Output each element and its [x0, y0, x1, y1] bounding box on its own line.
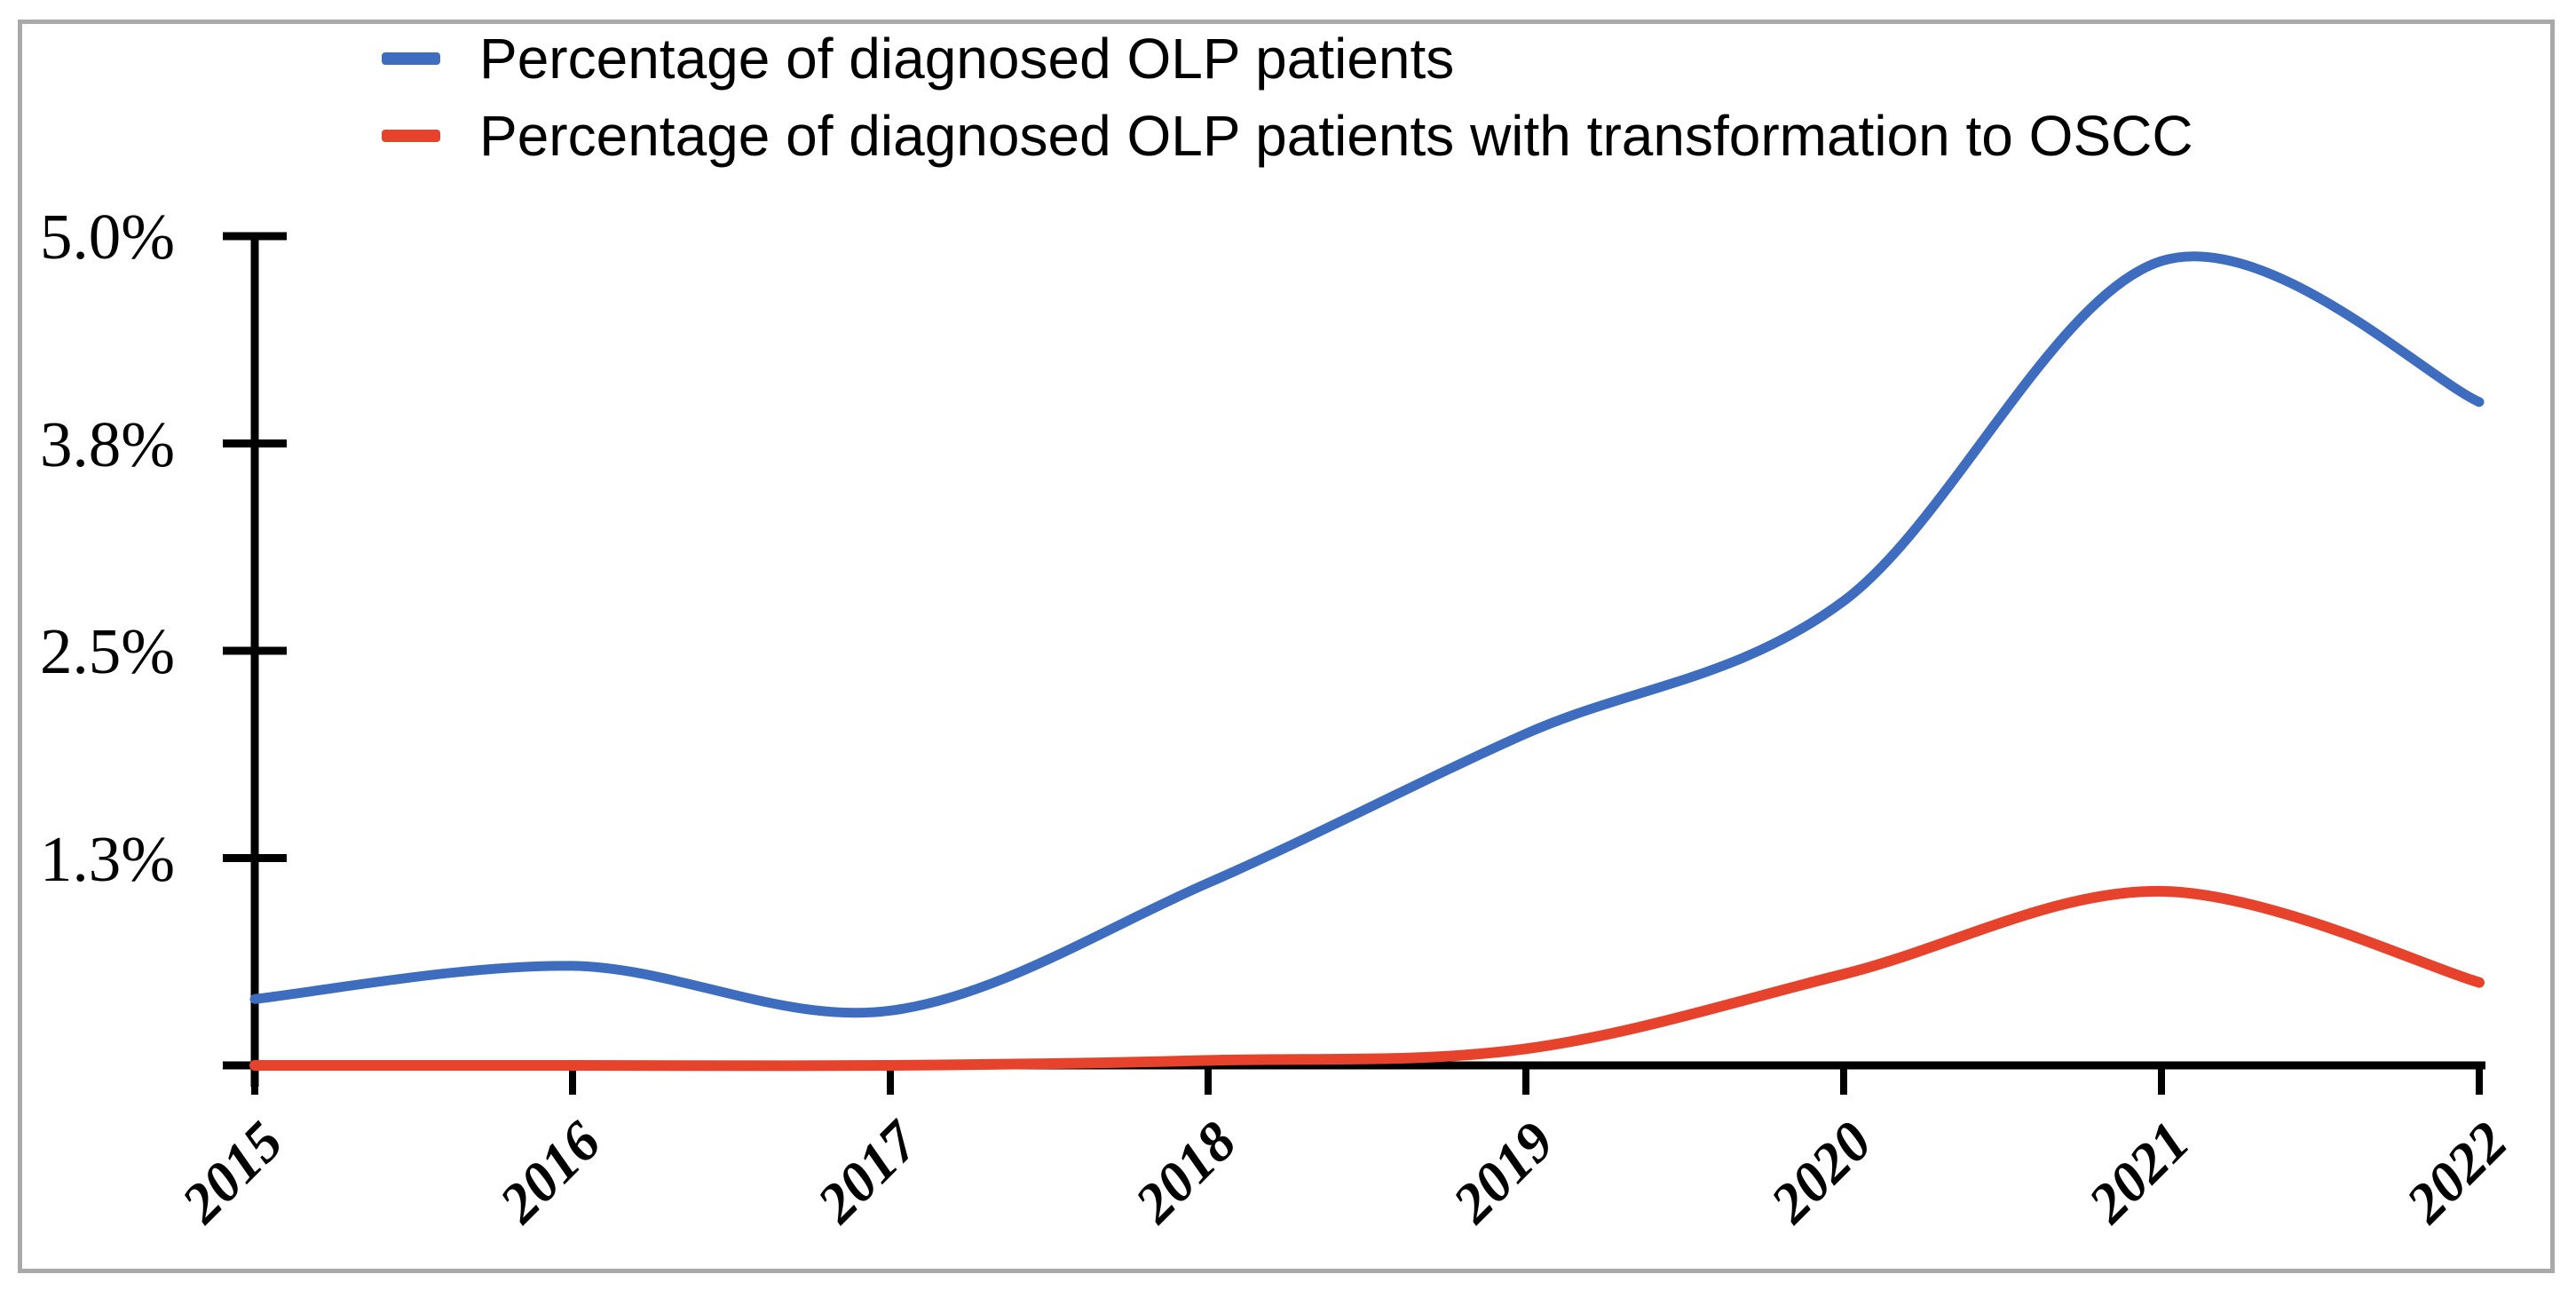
x-tick-label-2018: 2018	[1122, 1110, 1247, 1235]
x-tick-label-2017: 2017	[804, 1108, 932, 1236]
legend-label-oscc: Percentage of diagnosed OLP patients wit…	[479, 104, 2193, 168]
x-axis-labels: 2015 2016 2017 2018 2019 2020 2021 2022	[169, 1108, 2518, 1236]
x-tick-label-2022: 2022	[2393, 1110, 2518, 1235]
series-lines	[249, 251, 2485, 1072]
legend-swatch-olp-icon	[382, 52, 440, 65]
x-tick-label-2016: 2016	[486, 1110, 612, 1235]
legend-item-olp: Percentage of diagnosed OLP patients	[382, 27, 1454, 91]
x-tick-label-2021: 2021	[2075, 1110, 2201, 1235]
x-tick-label-2019: 2019	[1440, 1110, 1565, 1235]
x-tick-label-2020: 2020	[1758, 1110, 1883, 1235]
legend-item-oscc: Percentage of diagnosed OLP patients wit…	[382, 104, 2193, 168]
y-axis-labels: 5.0% 3.8% 2.5% 1.3%	[40, 201, 175, 895]
legend-swatch-oscc-icon	[382, 130, 440, 142]
y-tick-label-5: 5.0%	[40, 201, 175, 273]
series-line-oscc	[249, 885, 2485, 1072]
y-tick-label-3-8: 3.8%	[40, 408, 175, 480]
legend: Percentage of diagnosed OLP patients Per…	[382, 27, 2193, 168]
series-line-olp	[249, 251, 2485, 1018]
y-tick-label-2-5: 2.5%	[40, 615, 175, 687]
legend-label-olp: Percentage of diagnosed OLP patients	[479, 27, 1454, 91]
y-tick-label-1-3: 1.3%	[40, 823, 175, 895]
x-tick-label-2015: 2015	[169, 1110, 294, 1235]
